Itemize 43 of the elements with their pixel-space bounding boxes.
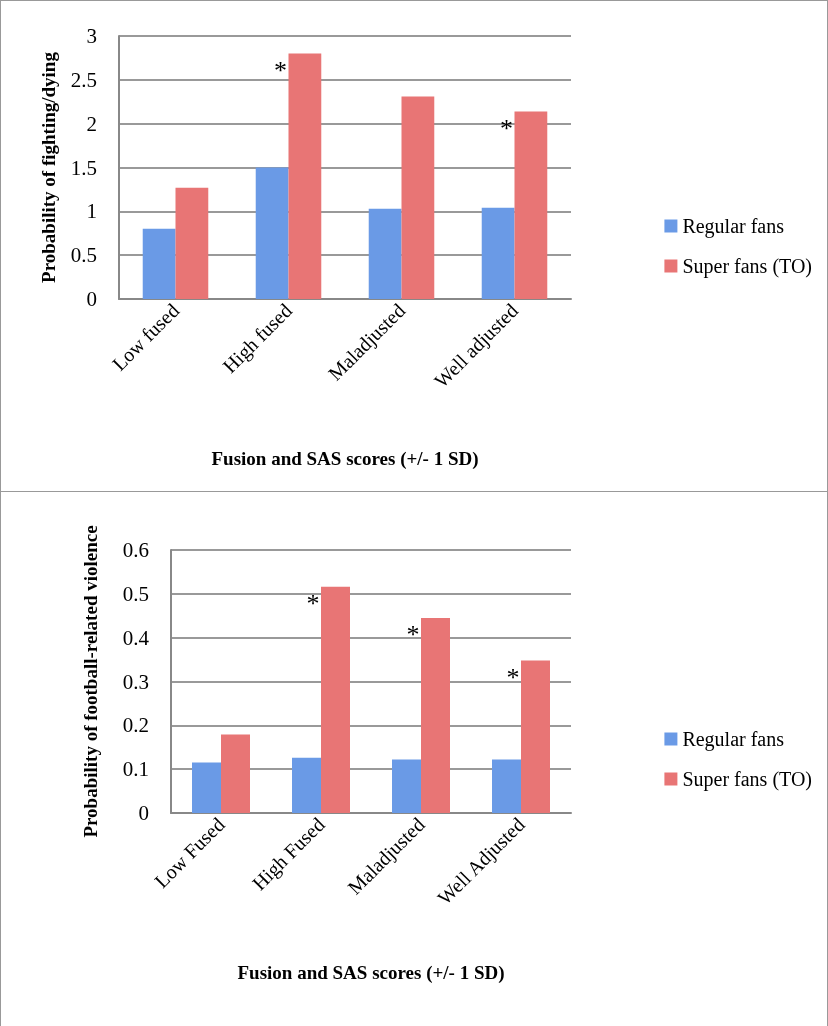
legend-label: Super fans (TO) bbox=[682, 768, 813, 791]
bar bbox=[292, 757, 321, 813]
annotation: * bbox=[506, 662, 520, 692]
legend-label: Regular fans bbox=[682, 215, 785, 238]
bar bbox=[392, 759, 421, 813]
y-tick-label: 0 bbox=[86, 287, 97, 311]
bar bbox=[521, 660, 550, 813]
y-tick-label: 0.4 bbox=[122, 625, 150, 650]
bar bbox=[288, 53, 322, 299]
bar bbox=[221, 734, 250, 813]
bar bbox=[142, 228, 176, 299]
y-tick-label: 2.5 bbox=[70, 67, 97, 92]
y-tick-label: 1 bbox=[86, 199, 97, 224]
y-axis-title: Probability of football-related violence bbox=[79, 525, 101, 838]
annotation: * bbox=[274, 56, 287, 86]
annotation: * bbox=[406, 620, 420, 650]
y-tick-label: 0.6 bbox=[122, 538, 149, 562]
y-tick-label: 0.5 bbox=[122, 581, 149, 606]
legend-label: Super fans (TO) bbox=[682, 255, 813, 278]
bar bbox=[401, 96, 435, 299]
y-tick-label: 0 bbox=[138, 801, 149, 825]
bar bbox=[514, 111, 548, 299]
y-tick-label: 0.2 bbox=[122, 713, 149, 738]
bar bbox=[368, 208, 402, 299]
y-tick-label: 0.3 bbox=[122, 669, 149, 694]
y-axis-title: Probability of fighting/dying bbox=[38, 51, 60, 283]
y-tick-label: 1.5 bbox=[70, 155, 97, 180]
y-tick-label: 0.5 bbox=[70, 243, 97, 268]
bar bbox=[175, 187, 209, 299]
bar bbox=[421, 617, 450, 813]
bar bbox=[192, 762, 221, 813]
y-tick-label: 0.1 bbox=[122, 757, 149, 782]
bar bbox=[492, 759, 521, 813]
bar bbox=[321, 586, 350, 813]
y-tick-label: 3 bbox=[86, 24, 97, 48]
legend-label: Regular fans bbox=[682, 728, 785, 751]
annotation: * bbox=[500, 113, 513, 143]
annotation: * bbox=[306, 589, 320, 619]
x-axis-title: Fusion and SAS scores (+/- 1 SD) bbox=[211, 448, 479, 470]
bar bbox=[481, 207, 515, 299]
bar bbox=[255, 167, 289, 299]
y-tick-label: 2 bbox=[86, 111, 97, 136]
x-axis-title: Fusion and SAS scores (+/- 1 SD) bbox=[237, 962, 505, 984]
